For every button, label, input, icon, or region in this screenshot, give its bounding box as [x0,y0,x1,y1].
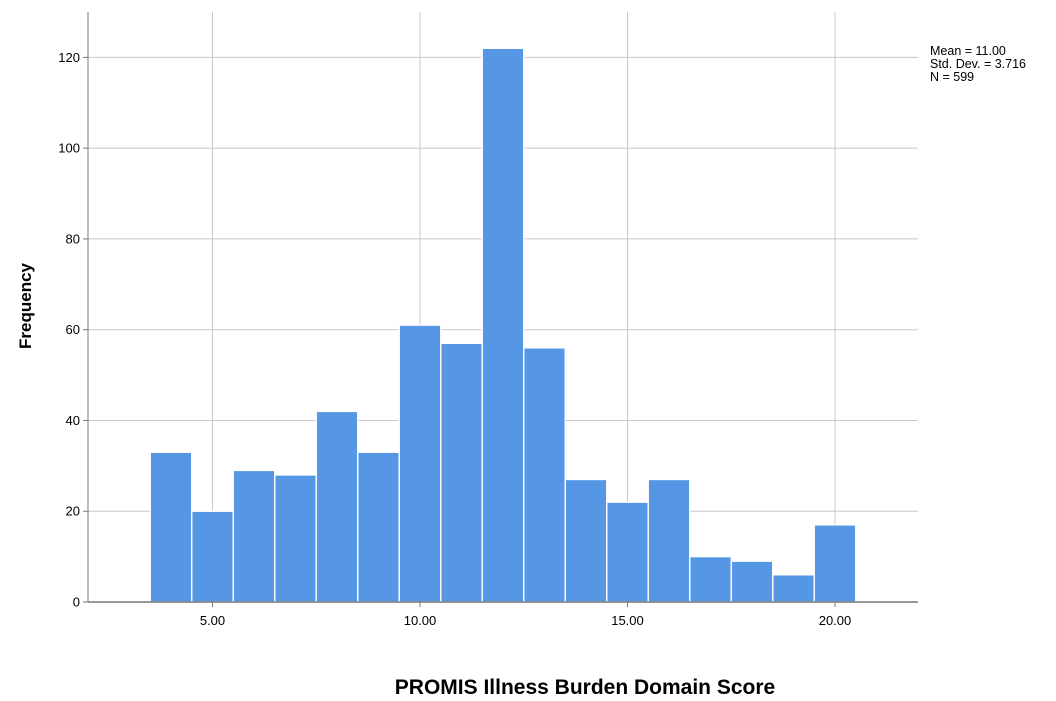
y-tick-label: 0 [73,595,80,610]
histogram-bar [606,501,649,603]
stat-mean: Mean = 11.00 [930,44,1006,58]
tick-labels: 0 20 40 60 80 100 120 5.00 10.00 15.00 20.00 [58,50,851,628]
histogram-bar [730,560,774,603]
axes [87,12,918,603]
histogram-bar [232,469,276,603]
y-tick-label: 40 [66,413,80,428]
stats-box: Mean = 11.00 Std. Dev. = 3.716 N = 599 [930,44,1026,84]
histogram-bar [647,478,691,603]
histogram-bar [813,524,857,603]
x-tick-label: 20.00 [819,613,852,628]
histogram-bar [564,478,608,603]
y-tick-label: 120 [58,50,80,65]
y-tick-label: 100 [58,141,80,156]
x-axis-label: PROMIS Illness Burden Domain Score [395,676,775,699]
histogram-bar [357,451,400,603]
histogram-bar [772,574,815,603]
x-tick-label: 15.00 [611,613,644,628]
x-tick-label: 5.00 [200,613,225,628]
y-tick-label: 60 [66,322,80,337]
histogram-bar [274,474,317,603]
histogram-bar [481,47,525,603]
stat-std-dev: Std. Dev. = 3.716 [930,57,1026,71]
y-tick-label: 80 [66,231,80,246]
stat-n: N = 599 [930,70,974,84]
histogram-bar [440,342,483,603]
histogram-bar [315,410,359,603]
y-tick-label: 20 [66,504,80,519]
histogram-bar [523,347,566,603]
y-axis-label: Frequency [16,262,35,349]
x-tick-label: 10.00 [404,613,437,628]
histogram-bar [398,324,442,603]
histogram-bar [149,451,193,603]
histogram-bar [689,555,732,603]
histogram-bars [149,47,857,603]
histogram-bar [191,510,234,603]
